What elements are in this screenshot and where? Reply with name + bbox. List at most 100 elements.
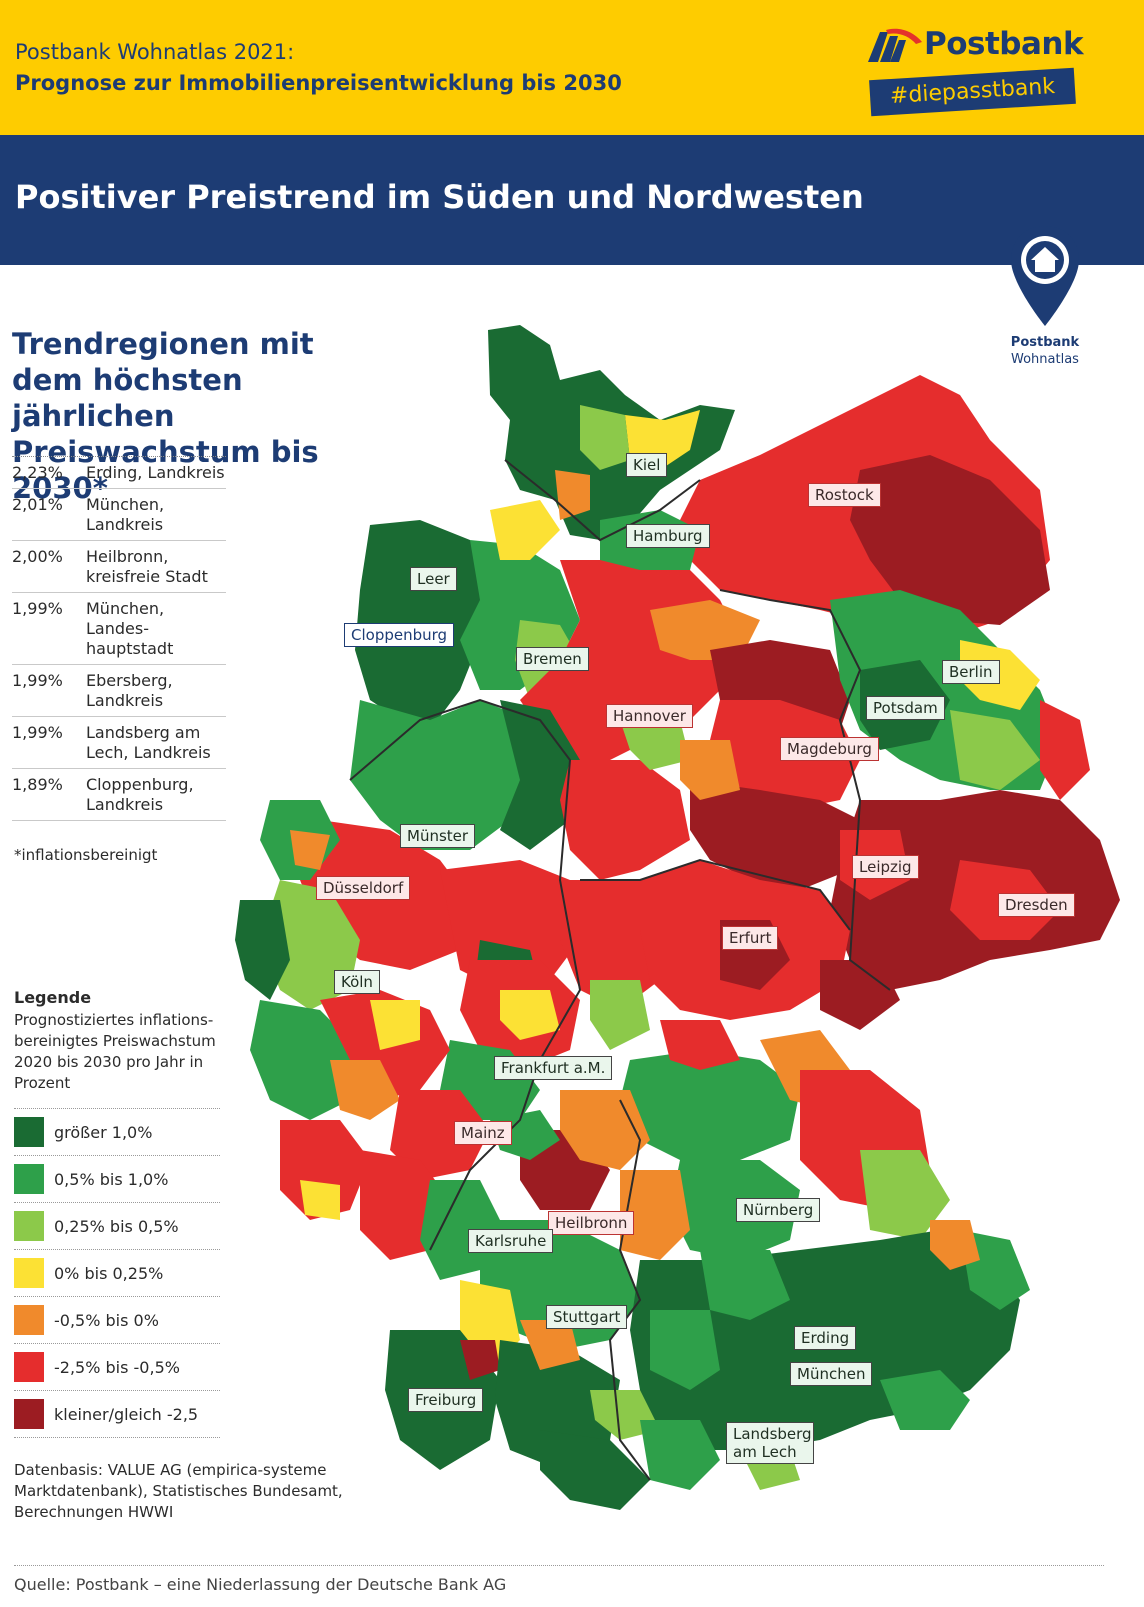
city-label-freiburg: Freiburg xyxy=(408,1388,484,1412)
city-label-erding: Erding xyxy=(794,1326,857,1350)
region-ingolstadt xyxy=(700,1250,790,1320)
region-eifel xyxy=(250,1000,360,1120)
region-upper-palatinate xyxy=(800,1070,930,1210)
legend-item: größer 1,0% xyxy=(14,1108,220,1155)
legend-item: kleiner/gleich -2,5 xyxy=(14,1390,220,1438)
city-label-nuernberg: Nürnberg xyxy=(736,1198,821,1222)
legend-item: -0,5% bis 0% xyxy=(14,1296,220,1343)
legend-label: größer 1,0% xyxy=(54,1122,153,1142)
city-label-frankfurt: Frankfurt a.M. xyxy=(494,1056,613,1080)
region-frankfurt xyxy=(440,1040,540,1120)
region-siegerland xyxy=(475,940,540,1000)
region-wuerzburg xyxy=(560,1090,650,1170)
region-niederrhein xyxy=(260,800,340,880)
legend-item: 0,5% bis 1,0% xyxy=(14,1155,220,1202)
city-label-koeln: Köln xyxy=(334,970,380,994)
ranking-row: 1,89% Cloppenburg, Landkreis xyxy=(12,768,226,821)
ranking-value: 2,01% xyxy=(12,495,63,514)
ranking-value: 1,89% xyxy=(12,775,63,794)
legend-swatch xyxy=(14,1399,44,1429)
city-label-bremen: Bremen xyxy=(516,647,589,671)
region-saarland xyxy=(280,1120,370,1220)
region-franconia-north xyxy=(620,1050,800,1160)
ranking-name: Erding, Landkreis xyxy=(86,463,225,482)
region-sauerland xyxy=(440,860,580,990)
legend-item: -2,5% bis -0,5% xyxy=(14,1343,220,1390)
region-chiemgau xyxy=(880,1370,970,1430)
city-label-mainz: Mainz xyxy=(454,1121,512,1145)
region-freiburg-city xyxy=(460,1340,500,1380)
city-label-magdeburg: Magdeburg xyxy=(780,737,879,761)
ranking-name: Ebersberg, Landkreis xyxy=(86,671,173,710)
city-label-heilbronn: Heilbronn xyxy=(548,1211,635,1235)
city-label-kiel: Kiel xyxy=(626,453,668,477)
region-mecklenburg xyxy=(680,375,1050,640)
region-aachen xyxy=(235,900,290,1000)
legend-title: Legende xyxy=(14,988,92,1007)
legend-label: -2,5% bis -0,5% xyxy=(54,1357,180,1377)
region-fulda xyxy=(590,980,650,1050)
legend-item: 0,25% bis 0,5% xyxy=(14,1202,220,1249)
region-saxony-anhalt-south xyxy=(690,780,860,890)
city-label-leipzig: Leipzig xyxy=(852,855,919,879)
region-heilbronn xyxy=(520,1130,610,1210)
ranking-value: 2,00% xyxy=(12,547,63,566)
brand-tagline: #diepasstbank xyxy=(869,67,1076,117)
location-pin-icon xyxy=(1011,226,1079,326)
city-label-berlin: Berlin xyxy=(942,660,1000,684)
region-vorpommern xyxy=(850,455,1050,625)
legend-label: 0% bis 0,25% xyxy=(54,1263,164,1283)
header-line1: Postbank Wohnatlas 2021: xyxy=(15,40,295,64)
state-border-south xyxy=(608,1099,651,1481)
legend-swatch xyxy=(14,1258,44,1288)
ranking-name: München, Landes-hauptstadt xyxy=(86,599,174,658)
headline-bar xyxy=(0,135,1144,265)
ranking-footnote: *inflationsbereinigt xyxy=(14,846,158,864)
ranking-name: Cloppenburg, Landkreis xyxy=(86,775,194,814)
region-schleswig-holstein xyxy=(488,325,735,540)
legend-item: 0% bis 0,25% xyxy=(14,1249,220,1296)
region-hesse-mid xyxy=(460,960,580,1070)
ranking-row: 1,99% München, Landes-hauptstadt xyxy=(12,592,226,664)
region-rottal xyxy=(930,1220,980,1270)
brand-name: Postbank xyxy=(924,26,1084,62)
region-weserbergland xyxy=(560,760,690,880)
legend-label: -0,5% bis 0% xyxy=(54,1310,159,1330)
legend-swatch xyxy=(14,1305,44,1335)
legend: größer 1,0% 0,5% bis 1,0% 0,25% bis 0,5%… xyxy=(14,1108,220,1438)
badge-line1: Postbank xyxy=(1010,335,1080,350)
region-passau xyxy=(960,1230,1030,1310)
region-saxony xyxy=(830,790,1120,990)
postbank-logo: Postbank #diepasstbank xyxy=(858,24,1088,117)
city-label-erfurt: Erfurt xyxy=(722,926,779,950)
badge-line2: Wohnatlas xyxy=(1011,352,1079,367)
ranking-value: 1,99% xyxy=(12,599,63,618)
legend-swatch xyxy=(14,1352,44,1382)
region-augsburg xyxy=(650,1310,720,1390)
city-label-muenster: Münster xyxy=(400,824,476,848)
region-upper-palatinate-south xyxy=(860,1150,950,1240)
legend-swatch xyxy=(14,1164,44,1194)
city-label-hamburg: Hamburg xyxy=(626,524,710,548)
region-allgaeu xyxy=(640,1420,720,1490)
region-mosel xyxy=(320,990,450,1100)
city-label-duesseldorf: Düsseldorf xyxy=(316,876,411,900)
ranking-row: 2,23% Erding, Landkreis xyxy=(12,456,226,488)
data-source: Datenbasis: VALUE AG (empirica-systeme M… xyxy=(14,1461,343,1521)
ranking-table: 2,23% Erding, Landkreis 2,01% München, Lan… xyxy=(12,456,226,821)
region-marburg xyxy=(500,990,560,1040)
region-brandenburg-south xyxy=(950,710,1040,790)
legend-label: 0,25% bis 0,5% xyxy=(54,1216,179,1236)
postbank-wing-icon xyxy=(868,28,922,62)
region-north-hesse xyxy=(560,880,680,1010)
region-koblenz xyxy=(370,1000,420,1050)
city-label-karlsruhe: Karlsruhe xyxy=(468,1229,554,1253)
ranking-row: 2,01% München, Landkreis xyxy=(12,488,226,540)
region-dithmarschen xyxy=(555,470,590,520)
header-line2: Prognose zur Immobilienpreisentwicklung … xyxy=(15,71,622,95)
region-lausitz xyxy=(1040,700,1090,800)
city-label-rostock: Rostock xyxy=(808,483,881,507)
ranking-value: 1,99% xyxy=(12,723,63,742)
region-coburg xyxy=(660,1020,740,1070)
ranking-row: 1,99% Landsberg am Lech, Landkreis xyxy=(12,716,226,768)
